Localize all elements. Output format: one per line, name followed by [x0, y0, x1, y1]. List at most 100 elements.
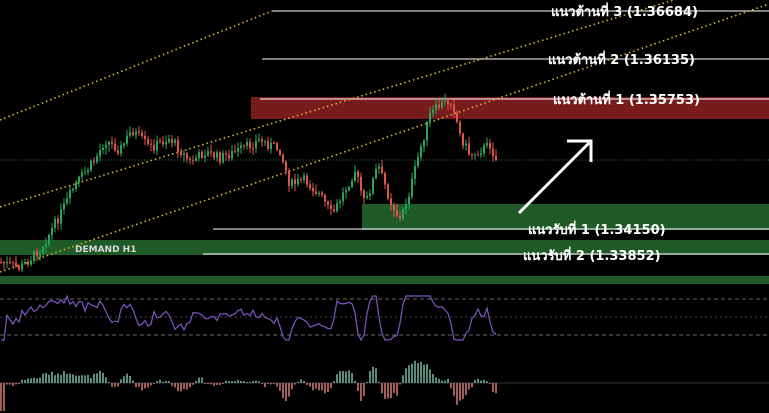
candle-body [450, 103, 452, 105]
oscillator-bar [327, 383, 329, 392]
oscillator-bar [15, 383, 17, 385]
oscillator-bar [378, 381, 380, 383]
candle-body [270, 142, 272, 149]
oscillator-bar [441, 380, 443, 383]
oscillator-bar [231, 381, 233, 383]
candle-body [186, 153, 188, 159]
candle-body [36, 251, 38, 258]
candle-body [105, 144, 107, 148]
oscillator-bar [45, 373, 47, 383]
candle-body [327, 201, 329, 205]
resistance-3-label: แนวต้านที่ 3 (1.36684) [551, 2, 698, 20]
candle-body [468, 143, 470, 155]
candle-body [258, 139, 260, 141]
candle-body [240, 145, 242, 148]
channel-middle-line [0, 0, 677, 208]
candle-body [423, 140, 425, 147]
candle-body [60, 209, 62, 224]
oscillator-panel [0, 360, 769, 411]
candle-body [57, 218, 59, 224]
oscillator-bar [285, 383, 287, 402]
oscillator-bar [6, 383, 8, 385]
oscillator-bar [27, 378, 29, 383]
candle-body [360, 176, 362, 191]
candle-body [69, 190, 71, 199]
candle-body [414, 166, 416, 179]
oscillator-bar [492, 383, 494, 393]
oscillator-bar [90, 378, 92, 383]
oscillator-bar [129, 375, 131, 383]
oscillator-bar [297, 381, 299, 383]
candle-body [75, 182, 77, 189]
oscillator-bar [237, 379, 239, 383]
candlestick-series [0, 93, 497, 273]
candle-body [288, 170, 290, 186]
oscillator-bar [372, 366, 374, 383]
oscillator-bar [261, 383, 263, 384]
candle-body [384, 173, 386, 185]
candle-body [213, 152, 215, 158]
candle-body [66, 198, 68, 204]
oscillator-bar [18, 383, 20, 384]
candle-body [315, 191, 317, 194]
oscillator-bar [351, 373, 353, 383]
oscillator-bar [198, 377, 200, 383]
candle-body [480, 153, 482, 155]
demand-h1-zone-lower [0, 276, 769, 284]
oscillator-bar [387, 383, 389, 399]
oscillator-bar [489, 383, 491, 384]
oscillator-bar [273, 383, 275, 385]
candle-body [279, 150, 281, 155]
candle-body [141, 132, 143, 136]
candle-body [156, 140, 158, 151]
candle-body [90, 160, 92, 171]
candle-body [231, 150, 233, 159]
oscillator-bar [132, 380, 134, 383]
candle-body [264, 141, 266, 143]
candle-body [276, 142, 278, 150]
oscillator-bar [36, 378, 38, 383]
oscillator-bar [228, 381, 230, 383]
candle-body [135, 131, 137, 135]
candle-body [72, 188, 74, 191]
oscillator-bar [99, 370, 101, 383]
demand-h1-zone [0, 240, 769, 255]
oscillator-bar [420, 361, 422, 383]
oscillator-bar [390, 383, 392, 399]
candle-body [294, 179, 296, 185]
candle-body [429, 112, 431, 122]
candle-body [465, 143, 467, 146]
candle-body [459, 122, 461, 134]
oscillator-bar [252, 381, 254, 383]
candle-body [438, 104, 440, 108]
candle-body [282, 155, 284, 162]
candle-body [3, 262, 5, 264]
oscillator-bar [195, 381, 197, 383]
oscillator-bar [405, 368, 407, 383]
oscillator-bar [0, 383, 2, 411]
candle-body [18, 266, 20, 270]
channel-lower-line [0, 3, 769, 273]
rsi-panel [0, 294, 769, 342]
oscillator-bar [126, 373, 128, 383]
oscillator-bar [276, 383, 278, 387]
resistance-1-label: แนวต้านที่ 1 (1.35753) [553, 90, 700, 108]
oscillator-bar [450, 383, 452, 389]
candle-body [15, 262, 17, 267]
oscillator-bar [123, 376, 125, 383]
candle-body [273, 142, 275, 144]
oscillator-bar [453, 383, 455, 396]
oscillator-bar [333, 381, 335, 383]
oscillator-bar [135, 383, 137, 388]
candle-body [486, 142, 488, 146]
candle-body [477, 154, 479, 156]
candle-body [63, 203, 65, 210]
oscillator-bar [354, 380, 356, 383]
oscillator-bar [318, 383, 320, 391]
oscillator-bar [144, 383, 146, 389]
oscillator-bar [39, 377, 41, 383]
candle-body [93, 160, 95, 163]
oscillator-bar [81, 375, 83, 383]
candle-body [99, 150, 101, 157]
candle-body [372, 178, 374, 194]
